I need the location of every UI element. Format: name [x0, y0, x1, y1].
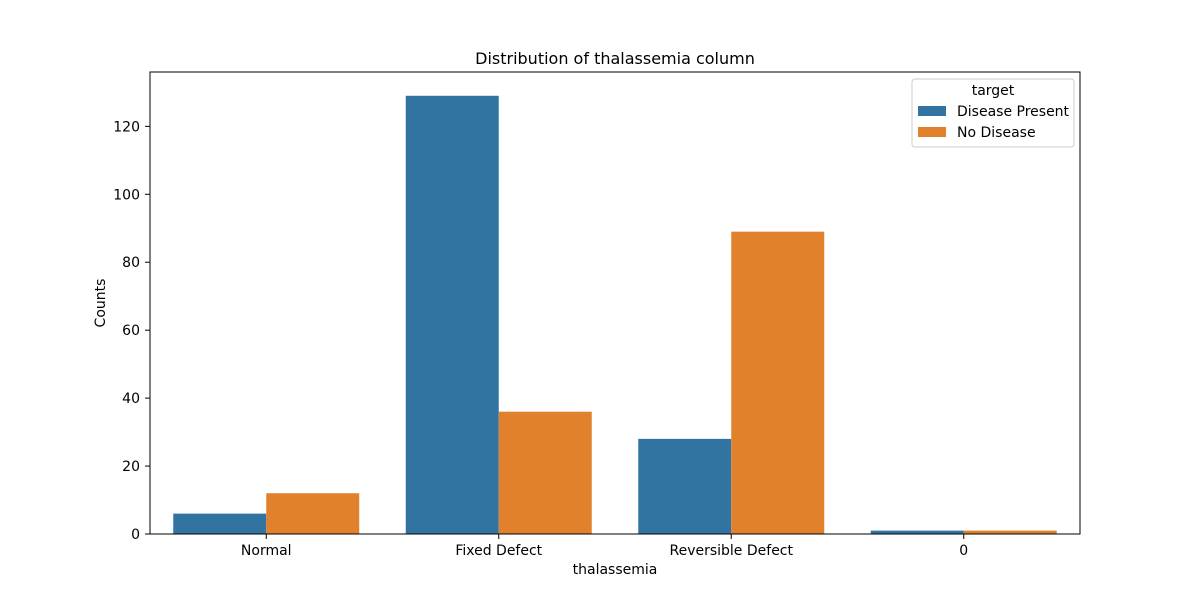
x-tick-label: Fixed Defect	[455, 543, 542, 559]
bars-layer	[173, 95, 1057, 534]
bar-no-disease-3	[963, 530, 1057, 534]
x-tick-label: Normal	[241, 543, 292, 559]
legend-title: target	[972, 83, 1015, 99]
bar-no-disease-1	[498, 411, 592, 534]
x-tick-label: Reversible Defect	[669, 543, 793, 559]
y-tick-label: 0	[131, 527, 140, 543]
y-tick-label: 60	[122, 323, 140, 339]
axes-layer: 0 20 40 60 80 100 120 Normal Fixed Defect Reversi…	[113, 71, 1081, 559]
x-axis-label: thalassemia	[573, 562, 658, 578]
bar-disease-present-3	[870, 530, 964, 534]
plot-frame	[149, 71, 1081, 535]
chart-title: Distribution of thalassemia column	[475, 49, 755, 68]
bar-no-disease-2	[731, 231, 825, 534]
y-axis-label: Counts	[93, 279, 109, 328]
y-tick-label: 80	[122, 255, 140, 271]
legend-swatch	[918, 127, 946, 137]
bar-disease-present-0	[173, 513, 267, 534]
y-tick-label: 20	[122, 459, 140, 475]
y-tick-label: 100	[113, 187, 140, 203]
y-tick-label: 40	[122, 391, 140, 407]
bar-disease-present-1	[405, 95, 499, 534]
legend-swatch	[918, 106, 946, 116]
y-tick-label: 120	[113, 119, 140, 135]
legend-label: Disease Present	[957, 104, 1070, 120]
x-tick-label: 0	[959, 543, 968, 559]
legend: target Disease Present No Disease	[911, 78, 1075, 148]
bar-no-disease-0	[266, 493, 360, 534]
legend-label: No Disease	[957, 125, 1036, 141]
legend-box	[911, 78, 1075, 148]
bar-disease-present-2	[638, 438, 732, 534]
